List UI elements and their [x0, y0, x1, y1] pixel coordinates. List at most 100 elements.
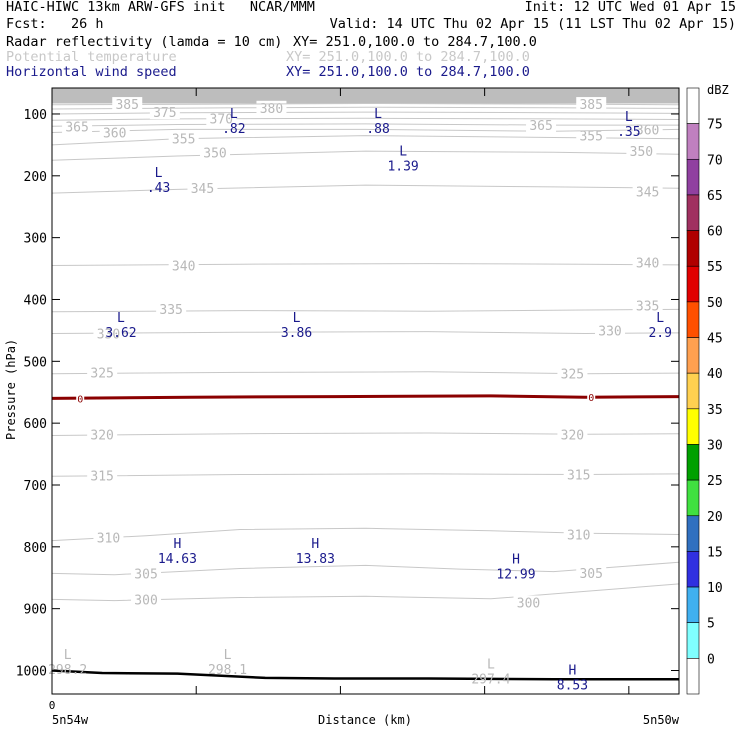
- y-axis-label: Pressure (hPa): [4, 339, 18, 440]
- wind-extremum-value: .43: [147, 181, 170, 196]
- theta-extremum-symbol: L: [487, 658, 495, 673]
- isentrope-label: 340: [172, 259, 195, 274]
- isentrope-label: 355: [579, 130, 602, 145]
- isentrope-label: 310: [567, 528, 590, 543]
- isentrope-label: 300: [517, 596, 540, 611]
- isentrope-label: 350: [203, 146, 226, 161]
- colorbar-segment: [686, 87, 700, 124]
- theta-extremum-value: 297.4: [471, 673, 510, 688]
- extrema-labels: L.82L.88L.35L1.39L.43L3.62L3.86L2.9H14.6…: [48, 107, 672, 694]
- isentrope-label: 340: [636, 256, 659, 271]
- isentrope-label-bg: [87, 427, 118, 442]
- theta-extremum-symbol: L: [64, 648, 72, 663]
- colorbar-label: 75: [707, 118, 723, 133]
- isentrope-label-bg: [93, 530, 124, 545]
- colorbar-label: 35: [707, 403, 723, 418]
- isentrope-label-bg: [168, 258, 199, 273]
- field-xy-theta: XY= 251.0,100.0 to 284.7,100.0: [286, 49, 530, 65]
- isentrope-label-bg: [557, 366, 588, 381]
- wind-extremum-symbol: L: [374, 107, 382, 122]
- isentrope-label-bg: [576, 128, 607, 143]
- y-tick-label: 900: [24, 603, 47, 618]
- isentrope-340: [51, 263, 680, 266]
- colorbar-label: 10: [707, 581, 723, 596]
- y-tick-label: 300: [24, 232, 47, 247]
- colorbar-label: 5: [707, 617, 715, 632]
- isentrope-label: 375: [153, 106, 176, 121]
- isentrope-label-bg: [595, 323, 626, 338]
- isentrope-label-bg: [187, 181, 218, 196]
- isentrope-label: 330: [598, 324, 621, 339]
- wind-extremum-symbol: L: [625, 110, 633, 125]
- isentrope-label-bg: [62, 119, 93, 134]
- colorbar-label: 65: [707, 189, 723, 204]
- y-tick-label: 600: [24, 417, 47, 432]
- wind-extremum-value: .88: [366, 122, 389, 137]
- isentrope-360: [51, 128, 680, 133]
- isentrope-label-bg: [87, 365, 118, 380]
- colorbar-label: 40: [707, 367, 723, 382]
- isentrope-label: 350: [630, 145, 653, 160]
- wind-extremum-symbol: L: [155, 166, 163, 181]
- isentrope-label: 380: [260, 102, 283, 117]
- isentrope-label: 345: [636, 185, 659, 200]
- isentrope-label-bg: [99, 125, 130, 140]
- colorbar-segment: [686, 658, 700, 695]
- isentrope-label: 305: [579, 567, 602, 582]
- isentrope-330: [51, 331, 680, 335]
- wind-extremum-symbol: L: [117, 311, 125, 326]
- isentrope-label: 335: [636, 300, 659, 315]
- colorbar-segment: [686, 123, 700, 160]
- freezing-level-line: [51, 394, 680, 400]
- isentrope-320: [51, 432, 680, 436]
- isentrope-label-bg: [563, 527, 594, 542]
- isentrope-label: 365: [65, 120, 88, 135]
- x-end-label: 5n50w: [643, 713, 680, 727]
- colorbar-segment: [686, 337, 700, 374]
- isentrope-335: [51, 308, 680, 313]
- isentrope-label: 325: [90, 366, 113, 381]
- isentrope-label: 305: [134, 567, 157, 582]
- field-xy-wind: XY= 251.0,100.0 to 284.7,100.0: [286, 64, 530, 80]
- x-start-label: 5n54w: [52, 713, 89, 727]
- freezing-label: 0: [77, 394, 83, 405]
- header-line2-left: Fcst: 26 h: [6, 16, 104, 32]
- colorbar-segment: [686, 372, 700, 410]
- isentrope-365: [51, 123, 679, 127]
- isentrope-label-bg: [632, 255, 663, 270]
- terrain-surface: [51, 669, 679, 681]
- theta-extremum-symbol: L: [224, 648, 232, 663]
- isentrope-label-bg: [131, 566, 162, 581]
- colorbar-label: 70: [707, 153, 723, 168]
- colorbar-label: 15: [707, 545, 723, 560]
- wind-extremum-value: 1.39: [387, 159, 418, 174]
- y-tick-label: 1000: [16, 665, 47, 680]
- wind-extremum-value: 3.62: [105, 326, 136, 341]
- isentrope-label-bg: [632, 184, 663, 199]
- wind-extremum-symbol: L: [399, 144, 407, 159]
- isentrope-label-bg: [576, 565, 607, 580]
- colorbar-label: 30: [707, 438, 723, 453]
- header-line1-right: Init: 12 UTC Wed 01 Apr 15: [524, 0, 736, 15]
- isentrope-label: 385: [579, 98, 602, 113]
- isentrope-label-bg: [87, 468, 118, 483]
- colorbar-label: 60: [707, 225, 723, 240]
- colorbar-segment: [686, 551, 700, 588]
- isentrope-label-bg: [526, 118, 557, 133]
- isentrope-label-bg: [156, 301, 187, 316]
- freezing-label-bg: [76, 393, 85, 404]
- isentrope-label-bg: [632, 298, 663, 313]
- wind-extremum-value: 2.9: [648, 326, 671, 341]
- isentrope-label-bg: [131, 592, 162, 607]
- x-zero-label: 0: [49, 699, 56, 712]
- isentrope-label: 335: [159, 303, 182, 318]
- isentrope-label: 345: [191, 182, 214, 197]
- isentrope-350: [51, 150, 680, 161]
- isentrope-375: [51, 111, 680, 115]
- isentrope-305: [51, 561, 680, 576]
- isentrope-370: [51, 117, 680, 121]
- colorbar-segment: [686, 301, 700, 338]
- wind-extremum-value: 13.83: [296, 552, 335, 567]
